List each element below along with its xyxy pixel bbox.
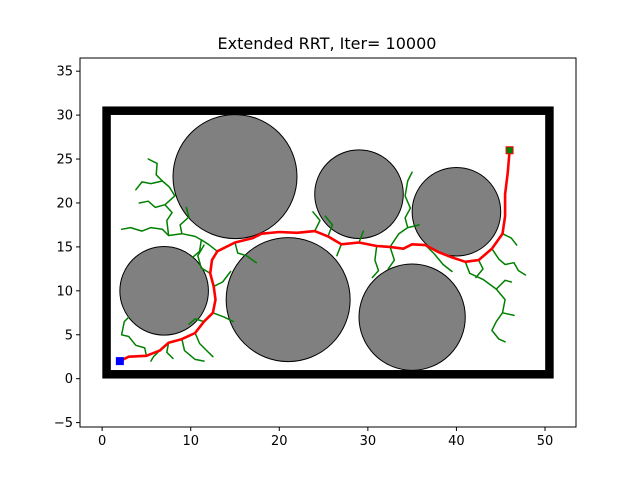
plot-area — [102, 106, 554, 379]
tree-branch-21 — [389, 171, 413, 248]
tree-branch-30 — [501, 312, 515, 317]
tree-branch-24 — [424, 244, 453, 273]
tree-branch-4 — [166, 341, 174, 360]
tree-branch-7 — [212, 312, 234, 323]
obstacle-circle-1 — [172, 114, 298, 240]
y-tick-label: 5 — [65, 328, 73, 343]
tree-branch-27 — [501, 232, 518, 246]
y-tick-label: 35 — [56, 65, 73, 80]
x-tick-label: 30 — [360, 434, 377, 449]
tree-branch-26 — [491, 247, 527, 276]
obstacle-circle-6 — [358, 263, 466, 371]
x-tick-label: 0 — [98, 434, 106, 449]
tree-branch-3 — [181, 338, 205, 362]
y-tick-label: 10 — [56, 284, 73, 299]
tree-branch-16 — [191, 239, 203, 259]
tree-branch-15 — [234, 241, 258, 264]
obstacle-circle-5 — [225, 237, 351, 363]
y-tick-label: 20 — [56, 196, 73, 211]
boundary-wall — [102, 106, 554, 379]
tree-branch-19 — [358, 230, 365, 244]
tree-branch-14 — [179, 206, 190, 235]
tree-branch-29 — [495, 279, 513, 290]
obstacle-circle-3 — [411, 166, 502, 257]
tree-branch-25 — [475, 259, 484, 279]
y-tick-label: 30 — [56, 109, 73, 124]
tree-branch-17 — [312, 211, 321, 232]
x-tick-label: 10 — [182, 434, 199, 449]
x-tick-label: 40 — [448, 434, 465, 449]
tree-branch-22 — [406, 224, 420, 229]
tree-branch-23 — [371, 245, 380, 279]
y-tick-label: 25 — [56, 153, 73, 168]
tree-branch-9 — [197, 244, 211, 275]
x-tick-label: 50 — [537, 434, 554, 449]
chart-title: Extended RRT, Iter= 10000 — [218, 34, 437, 53]
tree-branch-12 — [135, 180, 164, 191]
axes: 0 10 20 30 40 50 −5 0 5 10 15 20 25 30 35 — [54, 57, 577, 449]
tree-branch-20 — [336, 243, 343, 257]
y-tick-label: −5 — [54, 416, 73, 431]
tree-branch-28 — [464, 261, 506, 343]
tree-branch-13 — [138, 200, 166, 209]
tree-branch-18 — [324, 215, 334, 238]
obstacle-circle-4 — [119, 246, 209, 336]
solution-path — [118, 149, 511, 363]
obstacle-circle-2 — [314, 149, 404, 239]
tree-branch-31 — [387, 246, 396, 270]
x-tick-label: 20 — [271, 434, 288, 449]
tree-branch-5 — [120, 316, 148, 357]
y-tick-label: 15 — [56, 240, 73, 255]
goal-marker — [505, 146, 514, 155]
tree-branch-11 — [147, 158, 176, 237]
axes-frame — [79, 57, 577, 428]
start-marker — [115, 357, 124, 366]
tree-branch-2 — [194, 332, 214, 358]
y-tick-label: 0 — [65, 372, 73, 387]
tree-branch-8 — [212, 270, 232, 288]
tree-branch-1 — [188, 318, 205, 325]
